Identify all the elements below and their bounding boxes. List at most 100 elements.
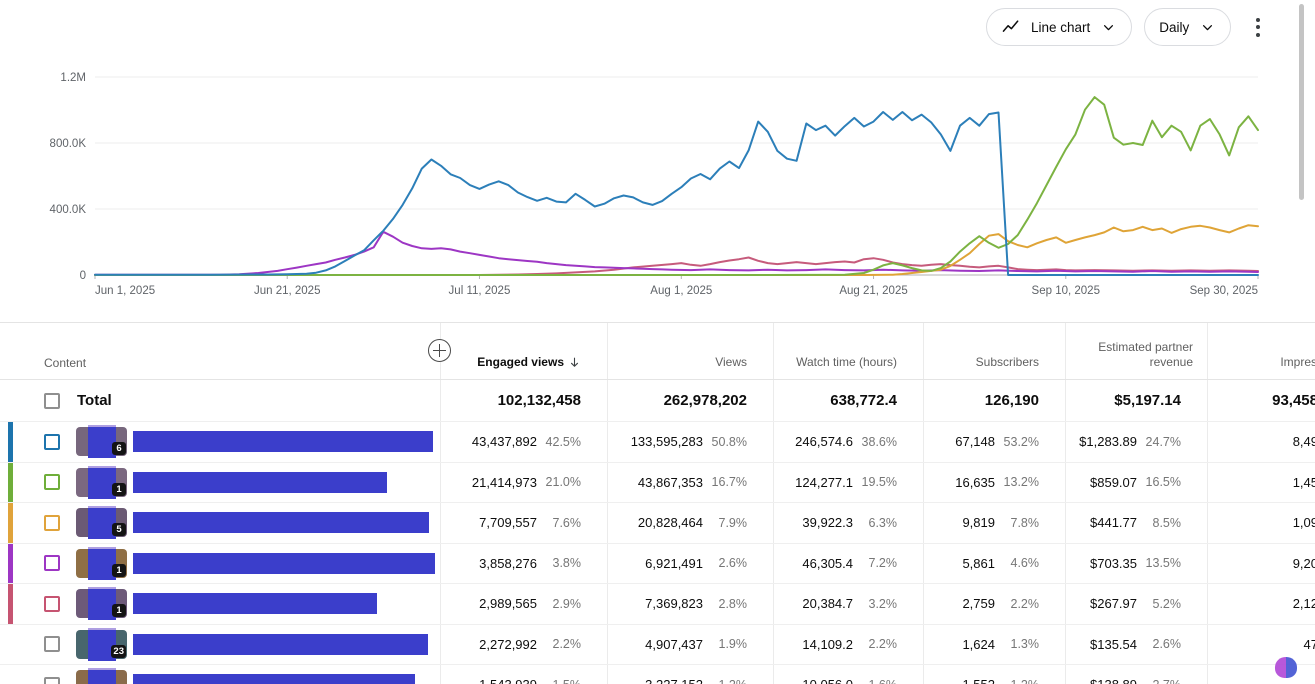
video-thumbnail[interactable]: 1 xyxy=(76,587,127,621)
chart-type-select[interactable]: Line chart xyxy=(986,8,1133,46)
metric-cell-views: 7,369,823 2.8% xyxy=(607,584,773,624)
metric-cell-engaged-views: 3,858,276 3.8% xyxy=(440,543,607,583)
video-title-redacted[interactable] xyxy=(133,512,429,534)
column-header-subscribers[interactable]: Subscribers xyxy=(923,323,1065,379)
metric-value: 10,056.0 xyxy=(802,677,853,684)
video-thumbnail[interactable]: 1 xyxy=(76,465,127,499)
metric-value: 20,384.7 xyxy=(802,596,853,612)
column-header-engaged-views[interactable]: Engaged views xyxy=(440,323,607,379)
metric-value: 246,574.6 xyxy=(795,434,853,450)
metric-cell-engaged-views: 21,414,973 21.0% xyxy=(440,462,607,502)
chevron-down-icon xyxy=(1199,19,1216,36)
thumbnail-redaction xyxy=(88,627,116,661)
row-checkbox[interactable] xyxy=(44,474,60,491)
metric-cell-impressions: 9,20 xyxy=(1207,543,1315,583)
row-checkbox[interactable] xyxy=(44,636,60,653)
kebab-menu-icon[interactable] xyxy=(1243,8,1273,46)
metric-cell-impressions: 47 xyxy=(1207,624,1315,664)
table-row[interactable]: 5 7,709,557 7.6% 20,828,464 7.9% 39,922.3 6.3%… xyxy=(0,502,1315,543)
metric-value: 6,921,491 xyxy=(645,555,703,571)
metric-value: $267.97 xyxy=(1090,596,1137,612)
metric-percent: 5.2% xyxy=(1152,596,1182,611)
column-header-revenue[interactable]: Estimated partner revenue xyxy=(1065,323,1207,379)
metric-percent: 2.2% xyxy=(1010,596,1040,611)
total-row-checkbox[interactable] xyxy=(44,392,60,409)
granularity-select[interactable]: Daily xyxy=(1144,8,1232,46)
metric-cell-subscribers: 16,635 13.2% xyxy=(923,462,1065,502)
metric-value: 3,858,276 xyxy=(479,555,537,571)
metric-percent: 6.3% xyxy=(868,515,898,530)
metric-percent: 16.7% xyxy=(711,475,747,490)
column-header-content[interactable]: Content xyxy=(44,356,87,370)
video-thumbnail[interactable]: 23 xyxy=(76,627,127,661)
video-title-redacted[interactable] xyxy=(133,633,428,655)
metric-percent: 7.2% xyxy=(868,556,898,571)
row-checkbox[interactable] xyxy=(44,514,60,531)
metric-cell-impressions: 1,09 xyxy=(1207,503,1315,543)
video-title-redacted[interactable] xyxy=(133,593,377,615)
series-color-stripe xyxy=(8,462,13,502)
video-thumbnail[interactable]: 1 xyxy=(76,546,127,580)
metric-percent: 2.9% xyxy=(552,596,582,611)
thumbnail-redaction xyxy=(88,546,116,580)
svg-text:Aug 1, 2025: Aug 1, 2025 xyxy=(650,285,712,297)
metric-value: 43,437,892 xyxy=(471,434,537,450)
metric-percent: 19.5% xyxy=(861,475,897,490)
table-row[interactable]: 1 21,414,973 21.0% 43,867,353 16.7% 124,277.1… xyxy=(0,461,1315,502)
metric-percent: 7.9% xyxy=(718,515,748,530)
row-checkbox[interactable] xyxy=(44,555,60,572)
column-header-watch-time[interactable]: Watch time (hours) xyxy=(773,323,923,379)
video-title-redacted[interactable] xyxy=(133,431,433,453)
video-thumbnail[interactable] xyxy=(76,668,127,684)
metric-value: 2,989,565 xyxy=(479,596,537,612)
video-thumbnail[interactable]: 6 xyxy=(76,425,127,459)
metric-value: 124,277.1 xyxy=(795,474,853,490)
vertical-scrollbar[interactable] xyxy=(1299,4,1304,200)
row-checkbox[interactable] xyxy=(44,433,60,450)
column-header-views[interactable]: Views xyxy=(607,323,773,379)
table-row[interactable]: 6 43,437,892 42.5% 133,595,283 50.8% 246,574.… xyxy=(0,421,1315,462)
chart-toolbar: Line chart Daily xyxy=(986,8,1273,46)
metric-value: 1,552 xyxy=(962,677,995,684)
row-checkbox[interactable] xyxy=(44,595,60,612)
metric-percent: 50.8% xyxy=(711,434,747,449)
table-row[interactable]: 1,543,9391.5%3,227,1521.2%10,056.01.6%1,… xyxy=(0,664,1315,684)
table-row[interactable]: 23 2,272,992 2.2% 4,907,437 1.9% 14,109.2 2.2%… xyxy=(0,623,1315,664)
thumbnail-redaction xyxy=(88,587,116,621)
video-title-redacted[interactable] xyxy=(133,674,415,684)
metric-percent: 13.5% xyxy=(1145,556,1181,571)
series-color-stripe xyxy=(8,584,13,624)
metric-cell-watch-time: 14,109.2 2.2% xyxy=(773,624,923,664)
chart-type-label: Line chart xyxy=(1031,19,1091,35)
metric-value: 1,09 xyxy=(1292,515,1315,531)
metric-cell-revenue: $859.07 16.5% xyxy=(1065,462,1207,502)
metric-cell-watch-time: 46,305.4 7.2% xyxy=(773,543,923,583)
row-checkbox[interactable] xyxy=(44,676,60,684)
video-thumbnail[interactable]: 5 xyxy=(76,506,127,540)
metric-cell-subscribers: 5,861 4.6% xyxy=(923,543,1065,583)
metric-percent: 24.7% xyxy=(1145,434,1181,449)
video-title-redacted[interactable] xyxy=(133,471,387,493)
table-row[interactable]: 1 3,858,276 3.8% 6,921,491 2.6% 46,305.4 7.2% 5… xyxy=(0,542,1315,583)
metric-percent: 53.2% xyxy=(1003,434,1039,449)
svg-text:Sep 10, 2025: Sep 10, 2025 xyxy=(1032,285,1100,297)
svg-text:800.0K: 800.0K xyxy=(50,138,87,150)
duration-badge: 1 xyxy=(112,604,126,618)
metric-cell-impressions: 8,49 xyxy=(1207,422,1315,462)
table-total-row: Total 102,132,458 262,978,202 638,772.4 … xyxy=(0,379,1315,421)
metric-value: $703.35 xyxy=(1090,555,1137,571)
metric-value: 43,867,353 xyxy=(637,474,703,490)
total-watch-time: 638,772.4 xyxy=(773,380,923,421)
table-row[interactable]: 1 2,989,565 2.9% 7,369,823 2.8% 20,384.7 3.2% 2… xyxy=(0,583,1315,624)
metric-cell-watch-time: 20,384.7 3.2% xyxy=(773,584,923,624)
metric-value: 1,543,939 xyxy=(479,677,537,684)
metric-cell-subscribers: 1,5521.2% xyxy=(923,665,1065,684)
thumbnail-redaction xyxy=(88,425,116,459)
add-metric-button[interactable] xyxy=(428,339,451,362)
video-title-redacted[interactable] xyxy=(133,552,435,574)
metric-cell-subscribers: 2,759 2.2% xyxy=(923,584,1065,624)
metric-percent: 1.2% xyxy=(703,678,748,684)
metric-value: $441.77 xyxy=(1090,515,1137,531)
column-header-impressions[interactable]: Impressions xyxy=(1207,323,1315,379)
